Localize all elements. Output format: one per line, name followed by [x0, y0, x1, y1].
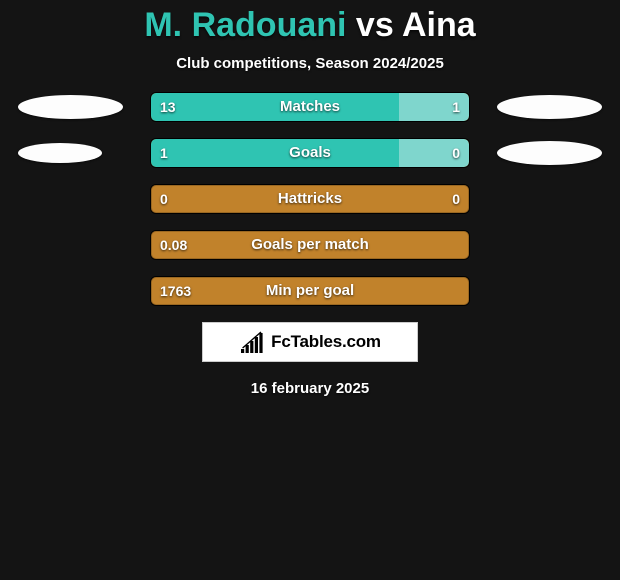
player2-name: Aina [402, 6, 476, 44]
footer-logo[interactable]: FcTables.com [202, 322, 418, 362]
stat-bar-right [399, 139, 469, 167]
player1-ellipse-icon [18, 143, 102, 163]
subtitle: Club competitions, Season 2024/2025 [0, 49, 620, 92]
stat-row: Goals10 [10, 138, 610, 168]
date-label: 16 february 2025 [0, 362, 620, 397]
stat-bar-track [150, 184, 470, 214]
stat-bar-right [399, 93, 469, 121]
vs-label: vs [356, 6, 394, 44]
stat-bar-left [151, 93, 399, 121]
stat-row: Matches131 [10, 92, 610, 122]
comparison-title: M. Radouani vs Aina [0, 0, 620, 49]
player2-ellipse-icon [497, 141, 602, 165]
footer-brand-text: FcTables.com [271, 332, 381, 352]
stat-row: Min per goal1763 [10, 276, 610, 306]
player1-ellipse-icon [18, 95, 123, 119]
stat-bar-track [150, 92, 470, 122]
stat-row: Goals per match0.08 [10, 230, 610, 260]
player2-ellipse-icon [497, 95, 602, 119]
stat-rows: Matches131 Goals10 Hattricks00 Goals per ma… [0, 92, 620, 306]
player1-name: M. Radouani [144, 6, 346, 44]
stat-row: Hattricks00 [10, 184, 610, 214]
stat-bar-track [150, 230, 470, 260]
stat-bar-track [150, 276, 470, 306]
bars-icon [239, 331, 265, 353]
stat-bar-left [151, 139, 399, 167]
stat-bar-track [150, 138, 470, 168]
